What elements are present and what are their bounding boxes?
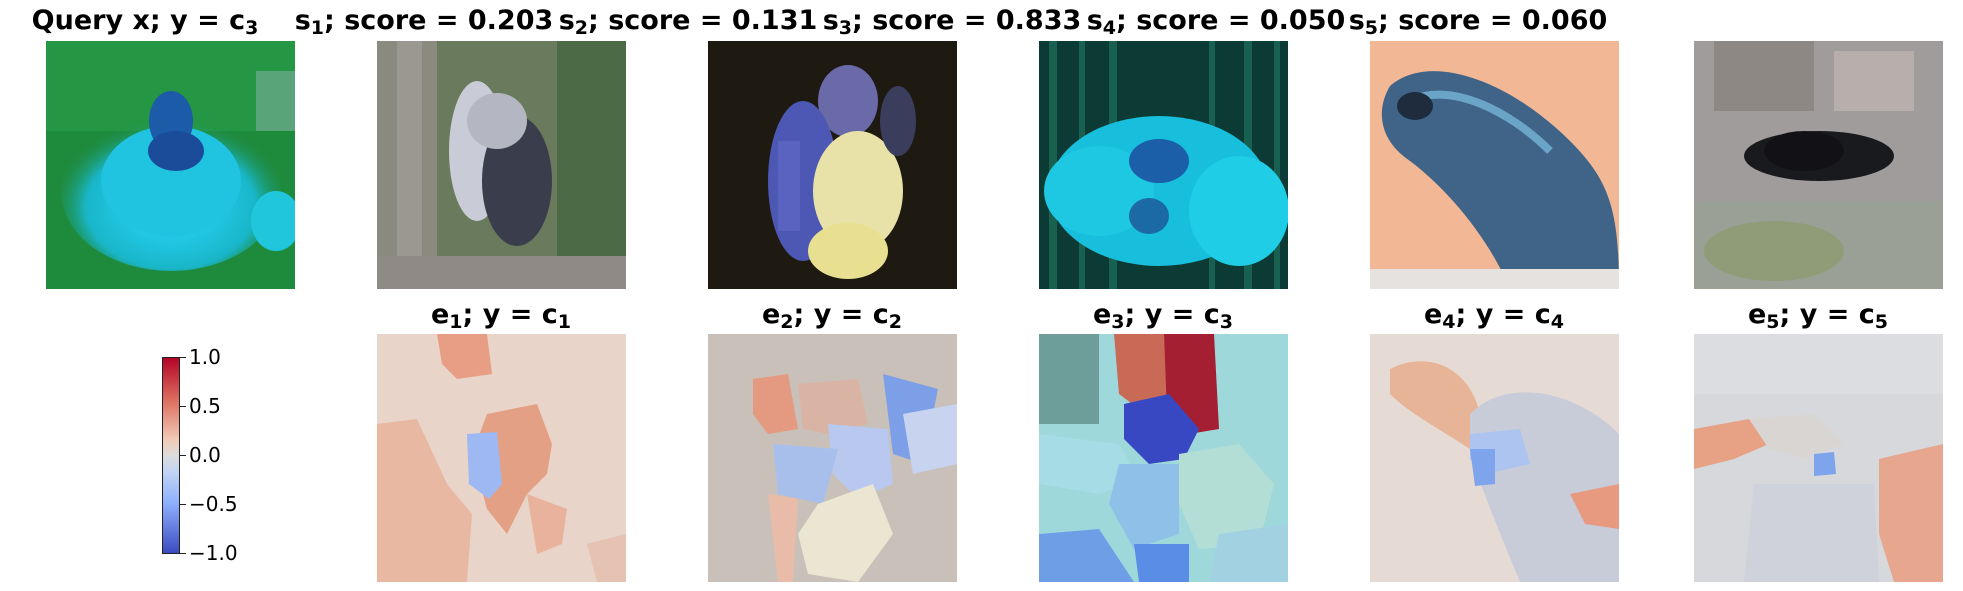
colorbar-tick bbox=[180, 406, 186, 407]
s3-title: s3; score = 0.833 bbox=[822, 5, 1082, 39]
query-image bbox=[46, 41, 295, 289]
e1-title: e1; y = c1 bbox=[430, 299, 571, 333]
colorbar-tick bbox=[180, 455, 186, 456]
colorbar-tick bbox=[180, 504, 186, 505]
colorbar-tick bbox=[180, 357, 186, 358]
e4-heatmap bbox=[1370, 334, 1619, 582]
s4-image bbox=[1370, 41, 1619, 289]
e2-title: e2; y = c2 bbox=[761, 299, 902, 333]
e5-title: e5; y = c5 bbox=[1747, 299, 1888, 333]
s3-image bbox=[1039, 41, 1288, 289]
e3-heatmap bbox=[1039, 334, 1288, 582]
colorbar-label-max: 1.0 bbox=[189, 345, 221, 369]
e4-title: e4; y = c4 bbox=[1423, 299, 1564, 333]
s5-image bbox=[1694, 41, 1943, 289]
colorbar-label-half: 0.5 bbox=[189, 394, 221, 418]
s1-title: s1; score = 0.203 bbox=[294, 5, 554, 39]
s2-image bbox=[708, 41, 957, 289]
colorbar-label-zero: 0.0 bbox=[189, 443, 221, 467]
colorbar-label-min: −1.0 bbox=[189, 541, 238, 565]
colorbar bbox=[162, 357, 180, 554]
colorbar-tick bbox=[180, 553, 186, 554]
e2-heatmap bbox=[708, 334, 957, 582]
s4-title: s4; score = 0.050 bbox=[1086, 5, 1346, 39]
e5-heatmap bbox=[1694, 334, 1943, 582]
e3-title: e3; y = c3 bbox=[1092, 299, 1233, 333]
s1-image bbox=[377, 41, 626, 289]
e1-heatmap bbox=[377, 334, 626, 582]
s5-title: s5; score = 0.060 bbox=[1348, 5, 1608, 39]
query-title: Query x; y = c3 bbox=[31, 5, 259, 39]
colorbar-label-neg-half: −0.5 bbox=[189, 492, 238, 516]
s2-title: s2; score = 0.131 bbox=[558, 5, 818, 39]
